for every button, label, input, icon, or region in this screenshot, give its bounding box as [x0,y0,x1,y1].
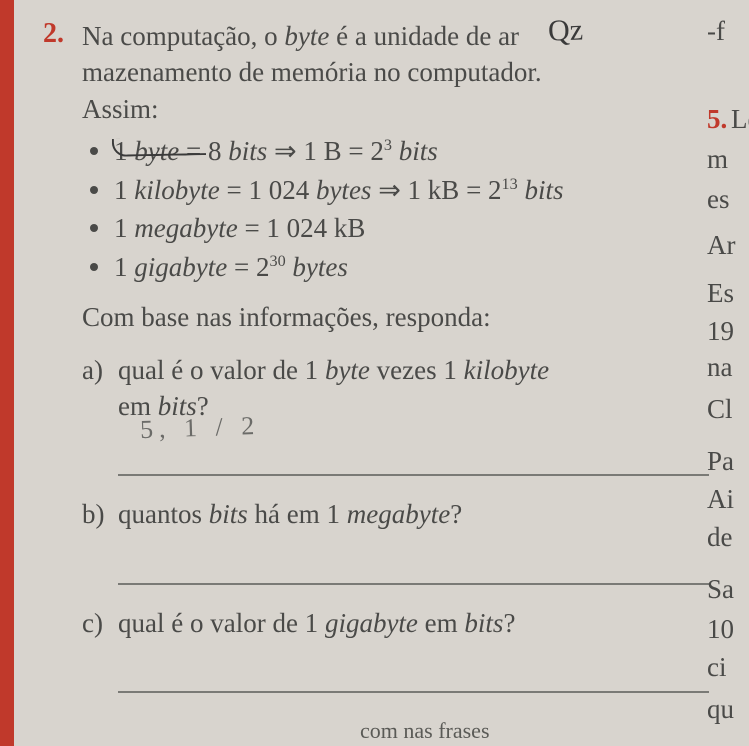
b-it1: bits [209,499,248,529]
right-edge-fragment: Sa [707,574,734,605]
b1-it1: kilobyte [134,175,219,205]
bullet-dot-icon [90,224,98,232]
b-t3: ? [450,499,462,529]
b3-it1: gigabyte [134,252,227,282]
c-it1: gigabyte [325,608,418,638]
b1-tail: bits [518,175,564,205]
bullet-list: 1 byte = 8 bits ⇒ 1 B = 23 bits 1 kiloby… [90,133,739,285]
sub-a-label: a) [82,352,108,425]
b0-tail: bits [392,136,438,166]
right-edge-fragment: na [707,352,732,383]
intro-part1: Na computação, o [82,21,284,51]
right-edge-fragment: es [707,184,730,215]
handwritten-underline-icon [112,137,206,157]
page-content: 2. Na computação, o byte é a unidade de … [0,0,749,713]
handwritten-answer-a: 5, 1 / 2 [140,411,261,445]
right-edge-fragment: -f [707,16,725,47]
b1-it2: bytes [316,175,371,205]
intro-part1b: é a unidade de ar [329,21,519,51]
c-t3: ? [503,608,515,638]
right-edge-fragment: 19 [707,316,734,347]
right-edge-fragment: Ar [707,230,736,261]
b2-mid: = 1 024 kB [238,213,366,243]
b2-it1: megabyte [134,213,237,243]
sub-c-label: c) [82,605,108,641]
right-edge-fragment: m [707,144,728,175]
right-edge-fragment: Le [731,104,749,135]
right-edge-cutoff: -f 5.Lem es Ar Es 19 na Cl Pa Ai de Sa 10 ci qu [701,0,749,746]
right-edge-fragment: 5. [707,104,727,135]
right-edge-fragment: de [707,522,732,553]
b-it2: megabyte [347,499,450,529]
b0-arrow: ⇒ 1 B = 2 [267,136,384,166]
b-t1: quantos [118,499,209,529]
b0-sup: 3 [384,136,392,154]
intro-text: Na computação, o byte é a unidade de ar … [82,18,739,127]
question-body: Na computação, o byte é a unidade de ar … [82,18,749,713]
right-edge-fragment: Ai [707,484,734,515]
right-edge-fragment: Es [707,278,734,309]
sub-c-text: qual é o valor de 1 gigabyte em bits? [118,605,739,641]
b1-sup: 13 [502,175,518,193]
c-t2: em [418,608,465,638]
intro-part2: mazenamento de memória no computador. [82,57,542,87]
b3-mid: = 2 [227,252,269,282]
sub-c: c) qual é o valor de 1 gigabyte em bits? [82,605,739,641]
b-t2: há em 1 [248,499,347,529]
left-red-margin [0,0,14,746]
answer-line-b [118,537,709,585]
right-edge-fragment: Cl [707,394,733,425]
answer-line-c [118,645,709,693]
b3-tail: bytes [286,252,348,282]
a-t2: vezes 1 [370,355,464,385]
c-it2: bits [464,608,503,638]
b1-pre: 1 [114,175,134,205]
intro-byte: byte [284,21,329,51]
bullet-dot-icon [90,147,98,155]
bullet-dot-icon [90,263,98,271]
b2-pre: 1 [114,213,134,243]
c-t1: qual é o valor de 1 [118,608,325,638]
bullet-kilobyte: 1 kilobyte = 1 024 bytes ⇒ 1 kB = 213 bi… [90,172,739,208]
intro-part3: Assim: [82,94,159,124]
right-edge-fragment: Pa [707,446,734,477]
b1-arrow: ⇒ 1 kB = 2 [371,175,501,205]
handwritten-annotation-top: Qz [547,13,583,48]
b0-it2: bits [228,136,267,166]
sub-b-text: quantos bits há em 1 megabyte? [118,496,739,532]
sub-b: b) quantos bits há em 1 megabyte? [82,496,739,532]
bullet-dot-icon [90,186,98,194]
right-edge-fragment: ci [707,652,727,683]
a-it2: kilobyte [464,355,549,385]
right-edge-fragment: qu [707,694,734,725]
b3-sup: 30 [269,252,285,270]
bullet-megabyte: 1 megabyte = 1 024 kB [90,210,739,246]
footer-fragment: com nas frases [360,718,490,744]
prompt-text: Com base nas informações, responda: [82,299,739,335]
right-edge-fragment: 10 [707,614,734,645]
b1-mid: = 1 024 [220,175,316,205]
b3-pre: 1 [114,252,134,282]
question-number: 2. [30,18,64,713]
a-it1: byte [325,355,370,385]
a-t1: qual é o valor de 1 [118,355,325,385]
sub-b-label: b) [82,496,108,532]
bullet-gigabyte: 1 gigabyte = 230 bytes [90,249,739,285]
question-2: 2. Na computação, o byte é a unidade de … [30,18,749,713]
